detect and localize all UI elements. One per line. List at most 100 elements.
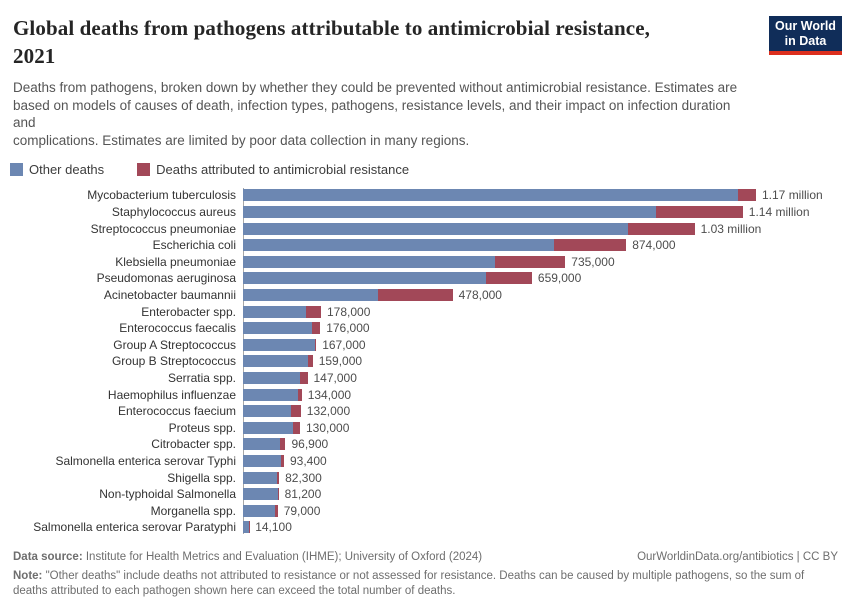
stacked-bar	[243, 222, 695, 235]
value-label: 14,100	[255, 520, 292, 535]
stacked-bar	[243, 455, 284, 468]
bar-segment-amr-deaths	[274, 504, 278, 517]
data-source-label: Data source:	[13, 550, 83, 563]
stacked-bar	[243, 239, 627, 252]
bar-segment-amr-deaths	[277, 471, 280, 484]
value-label: 874,000	[632, 238, 676, 253]
license-badge: CC BY	[802, 550, 838, 563]
footnote: Note: "Other deaths" include deaths not …	[13, 569, 825, 600]
data-source: Data source: Institute for Health Metric…	[13, 551, 482, 563]
value-label: 176,000	[326, 321, 370, 336]
bar-segment-other-deaths	[243, 504, 275, 517]
attribution: OurWorldinData.org/antibiotics | CC BY	[637, 551, 838, 563]
stacked-bar	[243, 521, 250, 534]
owid-antibiotics-link[interactable]: OurWorldinData.org/antibiotics	[637, 550, 794, 563]
stacked-bar	[243, 272, 532, 285]
stacked-bar	[243, 421, 300, 434]
stacked-bar	[243, 338, 317, 351]
category-label: Proteus spp.	[168, 420, 236, 435]
chart-row: Salmonella enterica serovar Paratyphi 14,…	[0, 519, 850, 536]
chart-row: Enterococcus faecalis 176,000	[0, 320, 850, 337]
bar-segment-amr-deaths	[307, 355, 313, 368]
bar-segment-other-deaths	[243, 205, 656, 218]
attribution-divider: |	[793, 550, 803, 563]
legend-label: Deaths attributed to antimicrobial resis…	[156, 162, 410, 177]
chart-footer: Data source: Institute for Health Metric…	[0, 551, 850, 600]
category-label: Group A Streptococcus	[113, 337, 236, 352]
source-row: Data source: Institute for Health Metric…	[13, 551, 838, 563]
subtitle-line-1: Deaths from pathogens, broken down by wh…	[13, 80, 738, 95]
category-label: Haemophilus influenzae	[107, 387, 236, 402]
bar-segment-other-deaths	[243, 255, 496, 268]
bar-segment-other-deaths	[243, 288, 378, 301]
bar-segment-amr-deaths	[277, 488, 279, 501]
category-label: Non-typhoidal Salmonella	[99, 487, 236, 502]
subtitle-line-2: based on models of causes of death, infe…	[13, 97, 731, 131]
value-label: 1.14 million	[748, 204, 810, 219]
bar-segment-other-deaths	[243, 305, 307, 318]
value-label: 159,000	[318, 354, 363, 369]
stacked-bar	[243, 471, 280, 484]
value-label: 735,000	[571, 254, 615, 269]
category-label: Morganella spp.	[150, 503, 236, 518]
stacked-bar	[243, 388, 302, 401]
category-label: Escherichia coli	[152, 238, 236, 253]
owid-logo-line-2: in Data	[784, 33, 827, 48]
stacked-bar	[243, 288, 453, 301]
legend-item-amr-deaths: Deaths attributed to antimicrobial resis…	[137, 162, 409, 177]
chart-row: Non-typhoidal Salmonella 81,200	[0, 486, 850, 503]
value-label: 147,000	[313, 371, 357, 385]
category-label: Enterobacter spp.	[141, 304, 236, 319]
stacked-bar	[243, 372, 308, 384]
chart-row: Salmonella enterica serovar Typhi 93,400	[0, 453, 850, 470]
chart-legend: Other deaths Deaths attributed to antimi…	[10, 162, 850, 177]
bar-segment-other-deaths	[243, 438, 280, 451]
chart-subtitle: Deaths from pathogens, broken down by wh…	[13, 79, 750, 149]
category-label: Klebsiella pneumoniae	[115, 254, 236, 269]
value-label: 79,000	[283, 503, 321, 518]
bar-segment-other-deaths	[243, 355, 308, 368]
category-label: Salmonella enterica serovar Typhi	[55, 454, 236, 469]
chart-row: Acinetobacter baumannii 478,000	[0, 287, 850, 304]
bar-segment-amr-deaths	[554, 239, 627, 252]
category-label: Pseudomonas aeruginosa	[96, 271, 236, 286]
chart-row: Enterococcus faecium 132,000	[0, 403, 850, 420]
category-label: Streptococcus pneumoniae	[90, 221, 236, 236]
chart-row: Haemophilus influenzae 134,000	[0, 386, 850, 403]
bar-segment-amr-deaths	[291, 405, 301, 418]
chart-row: Citrobacter spp. 96,900	[0, 436, 850, 453]
legend-swatch-amr-deaths-icon	[137, 163, 151, 176]
chart-row: Serratia spp. 147,000	[0, 370, 850, 387]
stacked-bar	[243, 322, 321, 335]
category-label: Enterococcus faecium	[117, 404, 236, 419]
bar-segment-other-deaths	[243, 338, 315, 351]
stacked-bar	[243, 189, 756, 202]
chart-row: Staphylococcus aureus 1.14 million	[0, 204, 850, 221]
footnote-text: "Other deaths" include deaths not attrib…	[13, 569, 805, 598]
chart-row: Group A Streptococcus 167,000	[0, 336, 850, 353]
value-label: 134,000	[307, 387, 352, 402]
bar-segment-other-deaths	[243, 322, 313, 335]
chart-header: Global deaths from pathogens attributabl…	[0, 0, 850, 149]
category-label: Acinetobacter baumannii	[103, 287, 236, 302]
bar-segment-amr-deaths	[293, 421, 300, 434]
legend-label: Other deaths	[29, 162, 105, 177]
bar-segment-amr-deaths	[297, 388, 302, 401]
value-label: 93,400	[289, 454, 327, 469]
bar-segment-amr-deaths	[656, 205, 743, 218]
value-label: 132,000	[306, 404, 351, 419]
page-title: Global deaths from pathogens attributabl…	[13, 14, 750, 70]
value-label: 130,000	[306, 420, 350, 435]
bar-segment-amr-deaths	[738, 189, 756, 202]
value-label: 1.03 million	[700, 221, 762, 236]
category-label: Mycobacterium tuberculosis	[87, 188, 236, 203]
bar-chart: Mycobacterium tuberculosis 1.17 million St…	[0, 187, 850, 536]
bar-segment-other-deaths	[243, 471, 278, 484]
chart-row: Escherichia coli 874,000	[0, 237, 850, 254]
bar-segment-other-deaths	[243, 488, 278, 501]
value-label: 81,200	[284, 487, 322, 502]
bar-segment-other-deaths	[243, 272, 486, 285]
value-label: 659,000	[537, 271, 582, 286]
category-label: Enterococcus faecalis	[119, 321, 236, 336]
category-label: Citrobacter spp.	[151, 437, 236, 452]
